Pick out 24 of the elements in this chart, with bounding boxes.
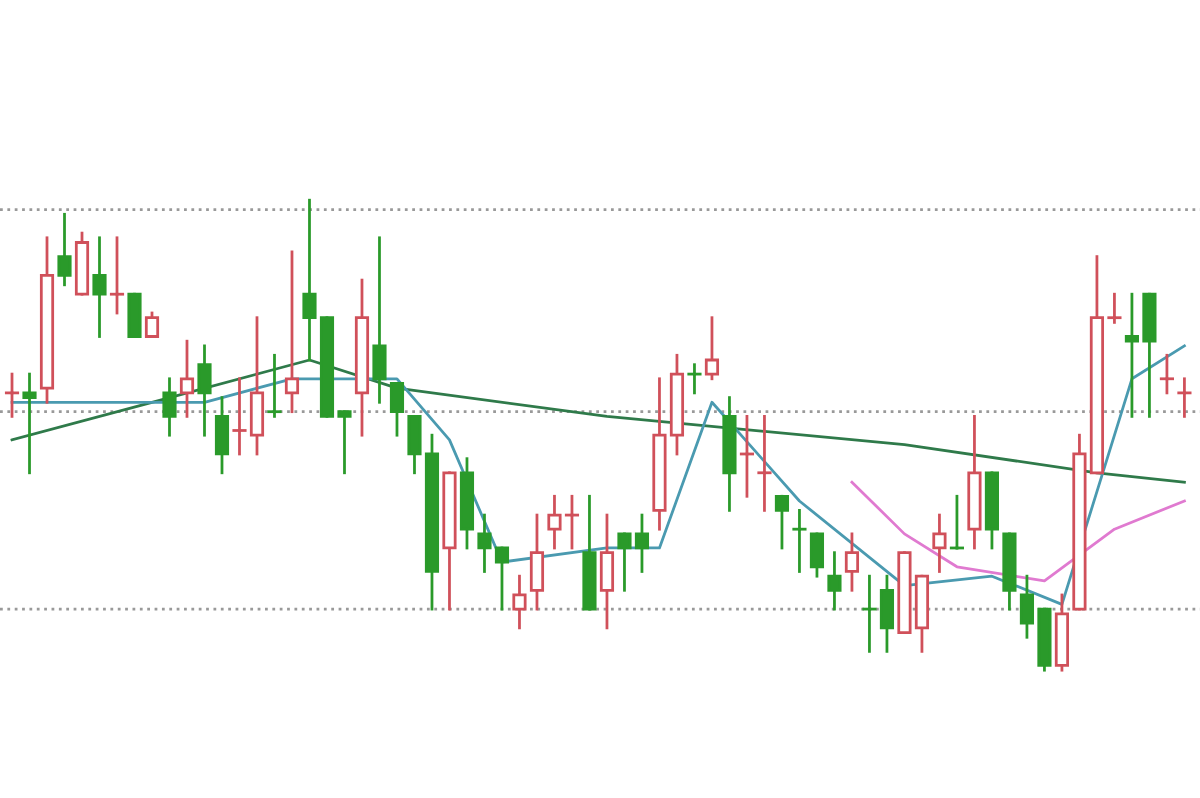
candlestick (109, 236, 125, 315)
candlestick (757, 415, 772, 512)
candlestick (179, 339, 195, 418)
candlestick (687, 363, 702, 395)
candlestick (722, 396, 737, 512)
candlestick (214, 396, 230, 475)
candlestick (197, 344, 212, 437)
candlestick (92, 236, 107, 338)
candlestick (827, 551, 842, 611)
candlestick (967, 415, 982, 550)
candlestick (1177, 377, 1192, 418)
candlestick (792, 508, 807, 573)
candlestick (57, 212, 72, 287)
candlestick (512, 574, 527, 630)
candlestick (354, 278, 370, 437)
candlestick (267, 353, 282, 418)
candlestick (844, 532, 860, 592)
candlestick (372, 236, 387, 404)
candlestick (529, 513, 545, 611)
candlestick (22, 372, 37, 475)
candlestick (932, 513, 947, 573)
candlestick (284, 250, 300, 414)
candlestick (599, 513, 615, 630)
candlestick (162, 377, 177, 437)
